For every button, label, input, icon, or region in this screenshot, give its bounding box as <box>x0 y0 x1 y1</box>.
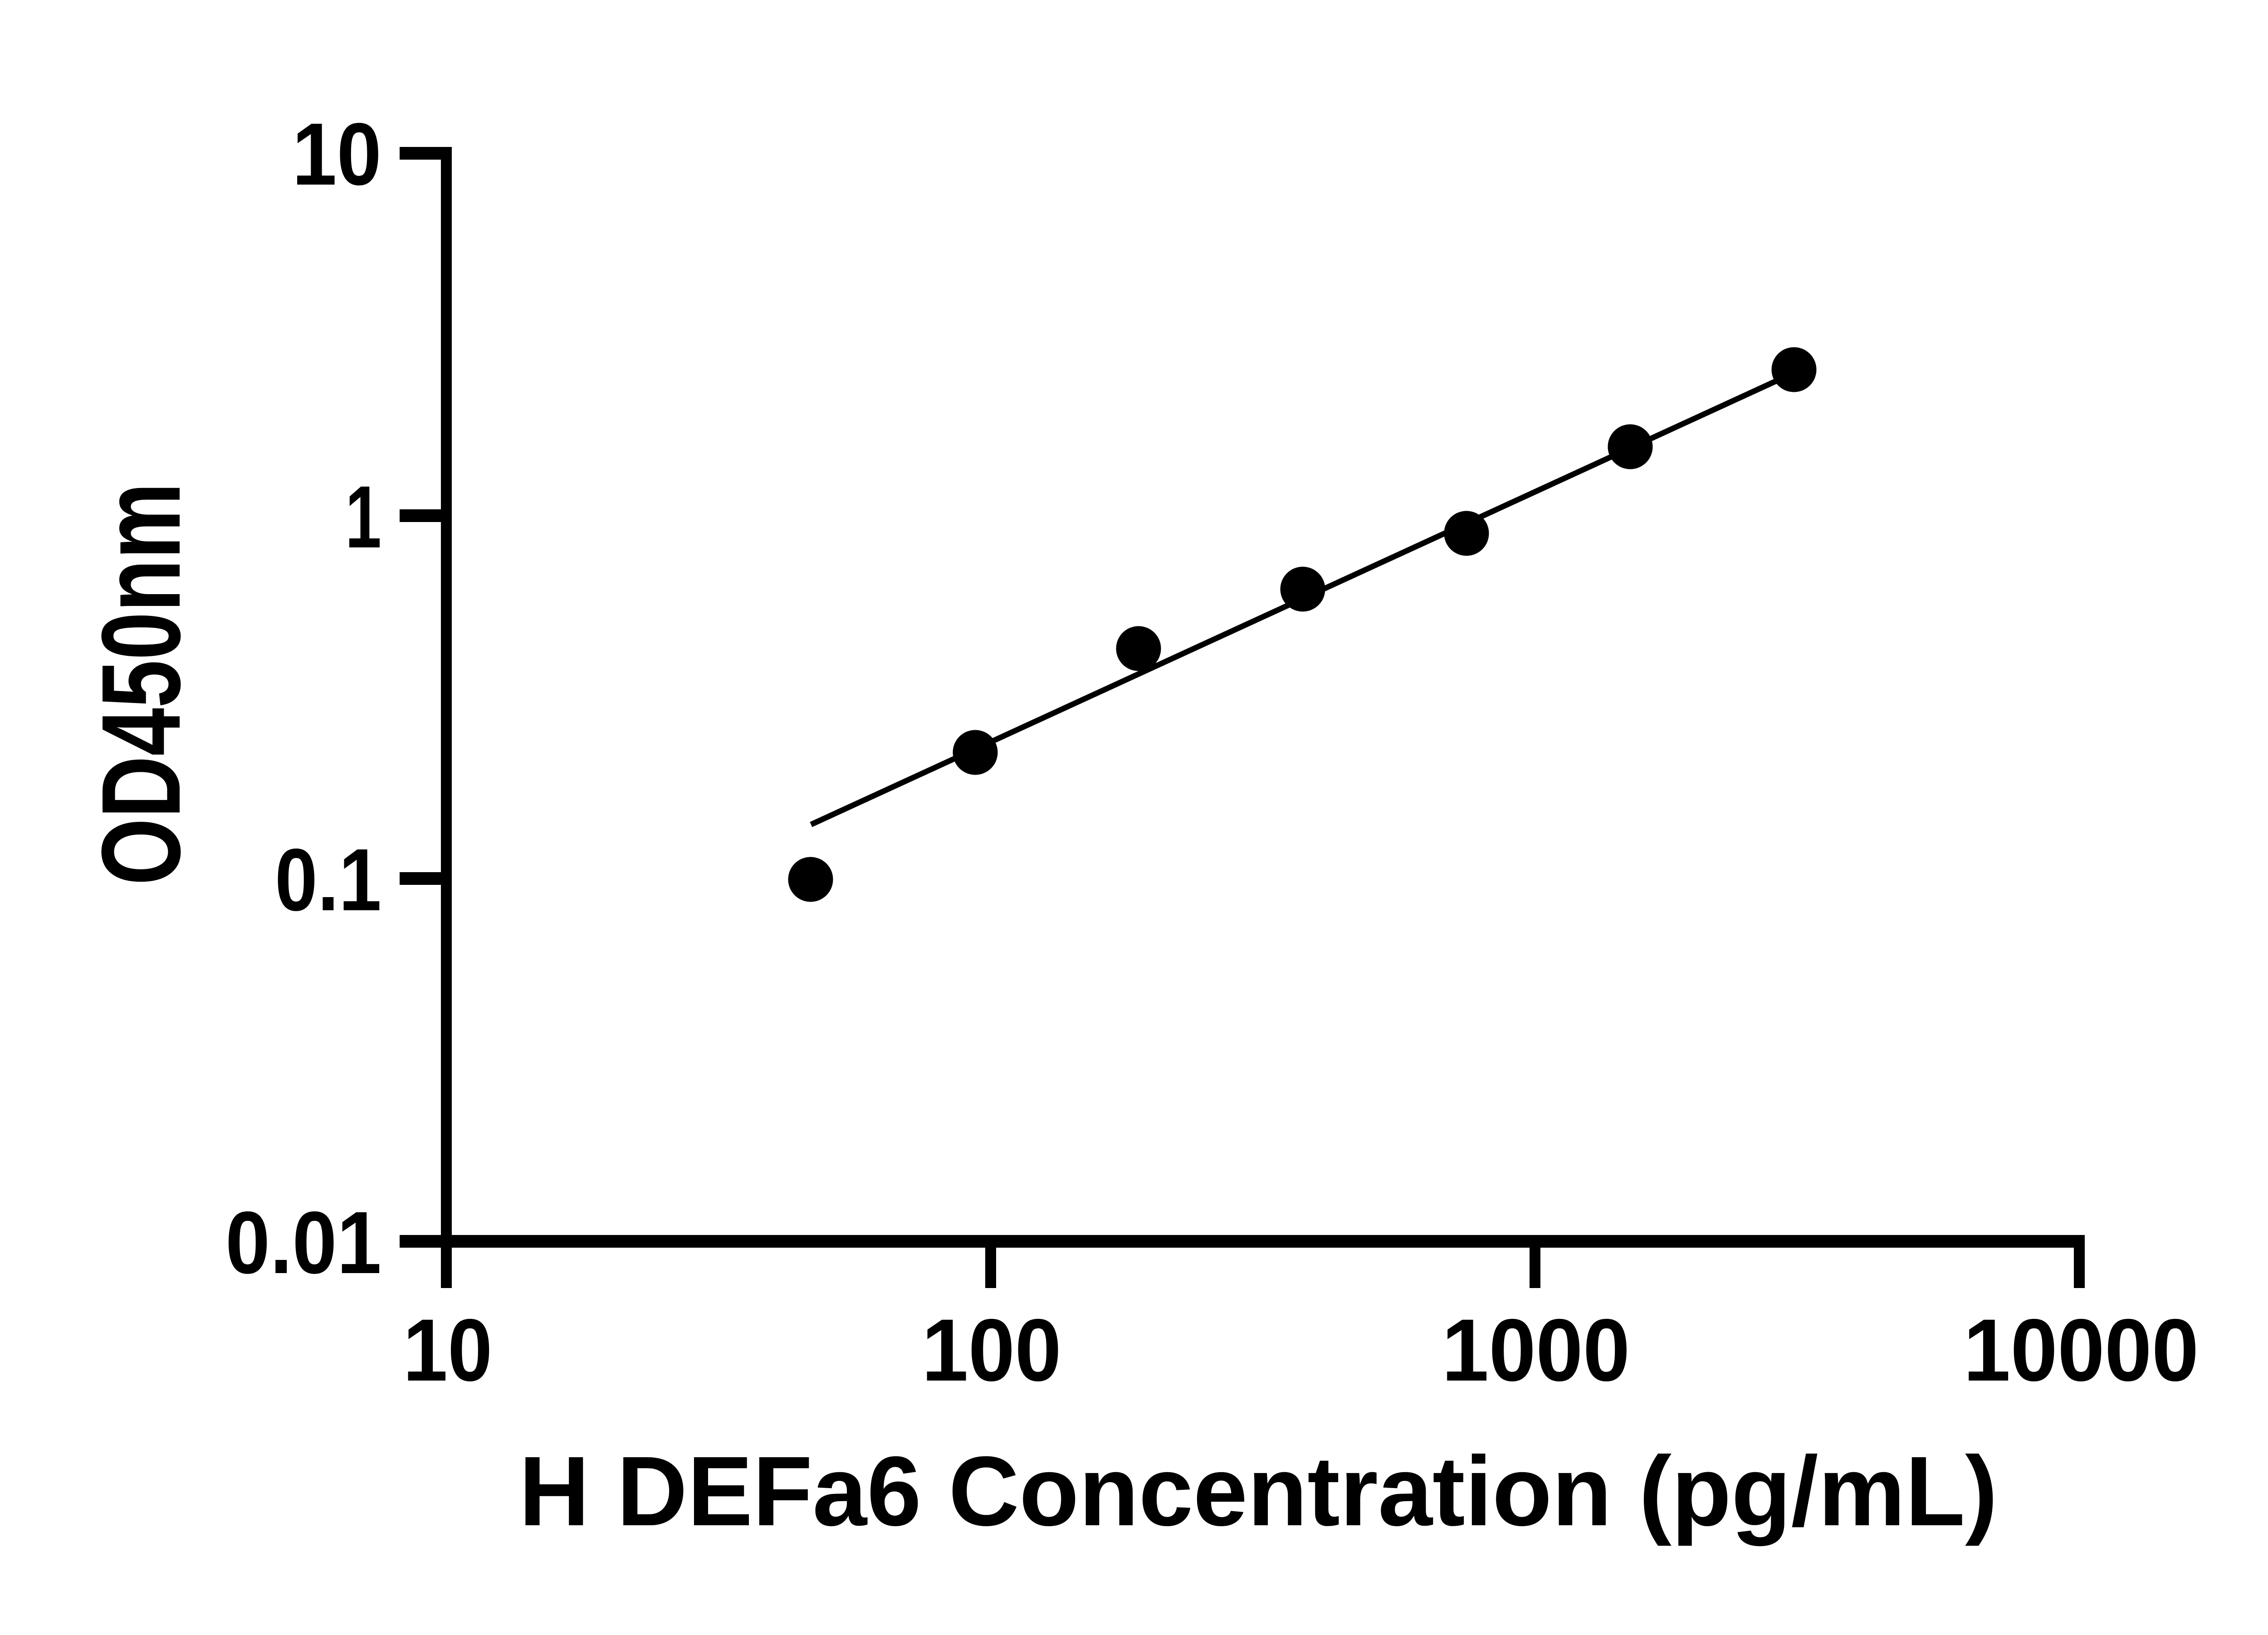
svg-text:H DEFa6 Concentration (pg/mL): H DEFa6 Concentration (pg/mL) <box>519 1436 1998 1547</box>
svg-text:100: 100 <box>922 1301 1061 1400</box>
svg-text:OD450nm: OD450nm <box>78 483 204 885</box>
svg-text:10000: 10000 <box>1964 1301 2199 1400</box>
svg-text:1: 1 <box>345 468 381 566</box>
svg-text:1000: 1000 <box>1442 1301 1630 1400</box>
svg-text:10: 10 <box>292 105 381 204</box>
svg-text:0.01: 0.01 <box>225 1193 381 1292</box>
svg-text:0.1: 0.1 <box>275 830 381 929</box>
svg-text:10: 10 <box>403 1301 493 1400</box>
